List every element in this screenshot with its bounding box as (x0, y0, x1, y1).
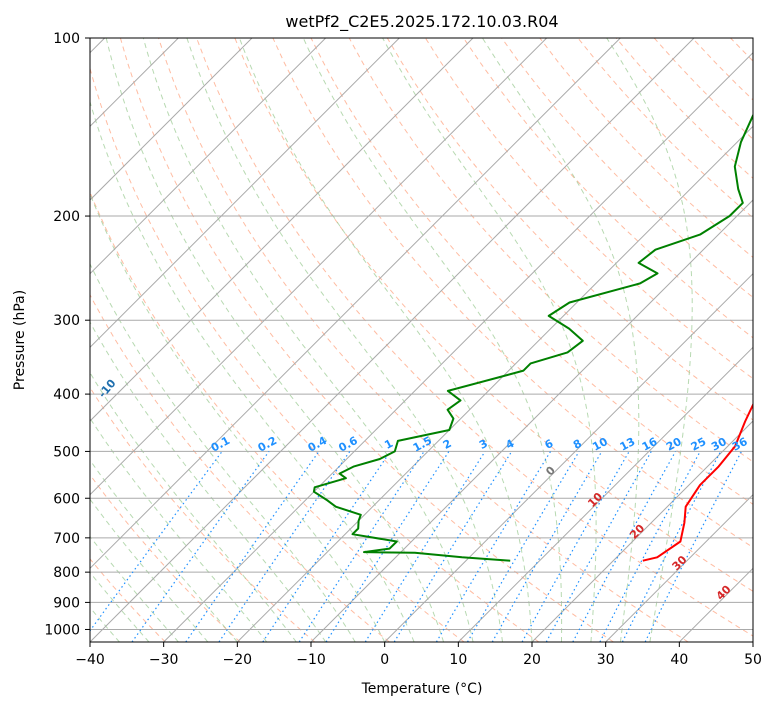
mixing-ratio-line (572, 451, 677, 642)
moist-adiabat (90, 571, 150, 642)
y-axis-label: Pressure (hPa) (12, 290, 28, 390)
isotherm-line (90, 38, 548, 496)
background-lines (90, 38, 753, 642)
moist-adiabat (481, 38, 640, 642)
mixing-ratio-line (466, 451, 580, 642)
x-tick-label: 40 (670, 652, 688, 668)
x-tick-label: 50 (744, 652, 762, 668)
moist-adiabat (90, 262, 356, 642)
x-tick-label: −40 (75, 652, 105, 668)
dry-adiabat (90, 191, 465, 642)
y-tick-label: 500 (53, 444, 80, 460)
mixing-ratio-label: 25 (689, 435, 709, 454)
dry-adiabat (234, 38, 753, 592)
mixing-ratio-line (262, 451, 391, 642)
isotherm-line (90, 38, 621, 570)
moist-adiabat (90, 459, 238, 642)
dry-adiabat (463, 38, 753, 339)
isotherm-line (90, 38, 400, 349)
isotherm-line (90, 38, 253, 201)
moist-adiabat (302, 38, 563, 642)
x-axis-label: Temperature (°C) (361, 681, 483, 697)
x-tick-label: 20 (523, 652, 541, 668)
isotherm-line (90, 38, 474, 422)
y-tick-label: 300 (53, 313, 80, 329)
y-tick-label: 600 (53, 491, 80, 507)
temperature-profile-line (642, 402, 753, 562)
mixing-ratio-line (218, 451, 351, 642)
moist-adiabat (90, 417, 268, 642)
mixing-ratio-label: 20 (664, 435, 684, 454)
x-tick-label: −30 (149, 652, 179, 668)
dry-adiabat (119, 38, 614, 642)
moist-adiabat (90, 192, 386, 642)
y-tick-label: 1000 (44, 622, 80, 638)
x-tick-label: −10 (296, 652, 326, 668)
mixing-ratio-line (393, 451, 513, 642)
axis-ticks: −40 −30 −20 −10 0 10 20 30 40 50 100 200 300 400 500 60… (44, 31, 762, 668)
y-tick-label: 400 (53, 387, 80, 403)
plot-frame (89, 37, 754, 643)
isotherm-line (605, 493, 753, 642)
isotherm-line (310, 199, 753, 642)
moist-adiabat (142, 38, 474, 642)
mixing-ratio-line (435, 451, 552, 642)
mixing-ratio-label: 13 (618, 435, 638, 454)
isotherm-line (384, 272, 753, 642)
dry-adiabat (90, 473, 241, 642)
isotherm-line (90, 38, 695, 642)
dry-adiabat (272, 38, 753, 548)
moist-adiabat (90, 535, 179, 642)
isotherm-line (236, 125, 753, 642)
x-tick-label: 0 (380, 652, 389, 668)
mixing-ratio-line (131, 451, 270, 642)
y-tick-label: 800 (53, 565, 80, 581)
y-tick-label: 700 (53, 531, 80, 547)
isotherm-line (163, 51, 753, 642)
moist-adiabat (105, 38, 445, 642)
moist-adiabat (382, 38, 597, 642)
mixing-ratio-line (185, 451, 320, 642)
chart-title: wetPf2_C2E5.2025.172.10.03.R04 (285, 12, 558, 32)
mixing-ratio-label: 36 (730, 435, 750, 454)
dry-adiabat (310, 38, 753, 505)
x-tick-label: 10 (449, 652, 467, 668)
mixing-ratio-line (644, 451, 743, 642)
dry-adiabat (158, 38, 689, 642)
moist-adiabat (606, 38, 693, 642)
isotherm-line (531, 420, 753, 642)
x-tick-label: −20 (223, 652, 253, 668)
dry-adiabat (90, 66, 540, 642)
y-tick-label: 100 (53, 31, 80, 47)
dry-adiabat (90, 293, 390, 642)
dry-adiabat (90, 558, 166, 642)
mixing-ratio-line (364, 451, 486, 642)
y-tick-label: 200 (53, 209, 80, 225)
mixing-ratio-label: 10 (590, 435, 610, 454)
dewpoint-profile-line (312, 113, 753, 562)
mixing-ratio-line (325, 451, 450, 642)
dry-adiabat (90, 386, 316, 642)
moist-adiabat (238, 38, 533, 642)
dry-adiabat (348, 38, 753, 463)
mixing-ratio-label: 30 (709, 435, 729, 454)
mixing-ratio-label: 16 (640, 435, 660, 454)
isotherm-line (457, 346, 753, 642)
y-tick-label: 900 (53, 595, 80, 611)
moist-adiabat (90, 100, 415, 642)
mixing-ratio-line (298, 451, 425, 642)
mixing-ratio-line (545, 451, 652, 642)
isotherm-line (90, 38, 327, 275)
x-tick-label: 30 (597, 652, 615, 668)
sounding-profiles (312, 113, 753, 562)
